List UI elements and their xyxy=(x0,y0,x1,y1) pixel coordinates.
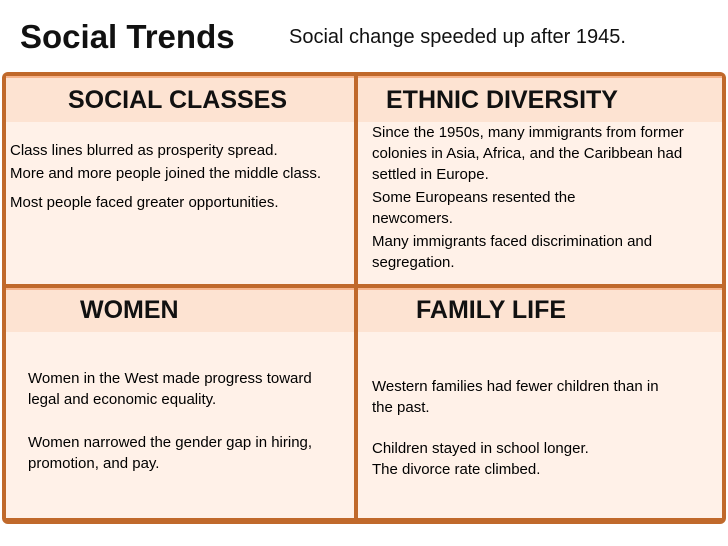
social-classes-line-2: More and more people joined the middle c… xyxy=(10,165,322,182)
slide-title: Social Trends xyxy=(20,18,235,55)
women-line-2: Women narrowed the gender gap in hiring,… xyxy=(28,434,313,472)
ethnic-diversity-body: Since the 1950s, many immigrants from fo… xyxy=(358,122,722,284)
ethnic-diversity-header xyxy=(358,76,722,124)
women-line-1: Women in the West made progress toward l… xyxy=(28,370,312,408)
family-life-heading: FAMILY LIFE xyxy=(416,296,567,324)
social-classes-heading: SOCIAL CLASSES xyxy=(68,86,288,114)
ethnic-diversity-heading: ETHNIC DIVERSITY xyxy=(386,86,618,114)
women-heading: WOMEN xyxy=(80,296,179,324)
slide-subtitle: Social change speeded up after 1945. xyxy=(289,26,626,48)
social-classes-body: Class lines blurred as prosperity spread… xyxy=(6,122,354,284)
quadrant-frame: SOCIAL CLASSES Class lines blurred as pr… xyxy=(2,72,726,524)
social-classes-line-3: Most people faced greater opportunities. xyxy=(10,194,279,211)
ethnic-diversity-line-2: Some Europeans resented the newcomers. xyxy=(372,189,576,227)
family-life-header xyxy=(358,288,722,334)
family-life-line-3: The divorce rate climbed. xyxy=(372,461,541,478)
women-body: Women in the West made progress toward l… xyxy=(6,332,354,518)
women-header xyxy=(6,288,354,334)
social-classes-line-1: Class lines blurred as prosperity spread… xyxy=(10,142,278,159)
family-life-line-1: Western families had fewer children than… xyxy=(372,378,659,416)
family-life-line-2: Children stayed in school longer. xyxy=(372,440,589,457)
family-life-body: Western families had fewer children than… xyxy=(358,332,722,518)
ethnic-diversity-line-1: Since the 1950s, many immigrants from fo… xyxy=(372,124,684,183)
ethnic-diversity-line-3: Many immigrants faced discrimination and… xyxy=(372,233,653,271)
social-classes-header xyxy=(6,76,354,124)
